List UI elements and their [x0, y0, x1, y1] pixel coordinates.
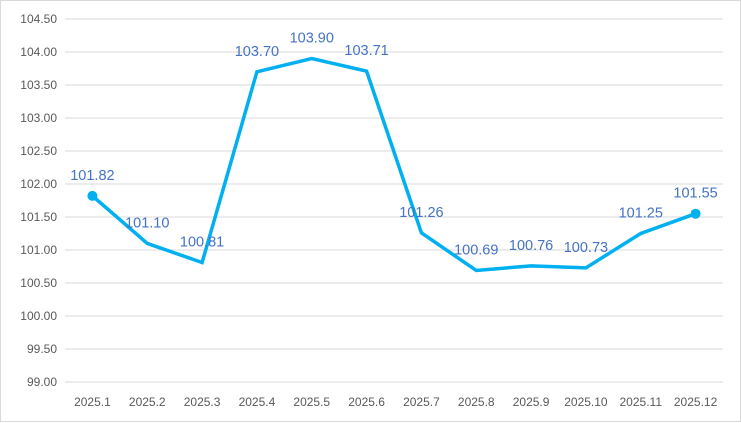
data-label: 100.81	[180, 235, 224, 251]
x-tick-label: 2025.3	[184, 395, 221, 409]
x-tick-label: 2025.6	[348, 395, 385, 409]
y-tick-label: 101.00	[20, 243, 57, 257]
data-label: 103.70	[235, 44, 279, 60]
x-tick-label: 2025.10	[564, 395, 608, 409]
y-tick-label: 101.50	[20, 210, 57, 224]
data-label: 101.55	[673, 186, 717, 202]
data-label: 100.73	[564, 240, 608, 256]
data-label: 103.90	[290, 31, 334, 47]
y-tick-label: 99.00	[27, 375, 57, 389]
x-tick-label: 2025.12	[674, 395, 718, 409]
data-point	[87, 190, 98, 201]
y-tick-label: 99.50	[27, 342, 57, 356]
x-tick-label: 2025.8	[458, 395, 495, 409]
x-tick-label: 2025.9	[513, 395, 550, 409]
series-line	[90, 56, 698, 273]
data-label: 101.10	[125, 215, 169, 231]
data-label: 100.76	[509, 238, 553, 254]
data-label: 101.82	[70, 168, 114, 184]
y-tick-label: 103.00	[20, 111, 57, 125]
data-point	[690, 208, 701, 219]
y-tick-label: 100.50	[20, 276, 57, 290]
y-tick-label: 104.00	[20, 45, 57, 59]
x-tick-label: 2025.11	[620, 395, 663, 409]
y-tick-label: 100.00	[20, 309, 57, 323]
data-label: 101.26	[399, 205, 443, 221]
y-tick-label: 103.50	[20, 78, 57, 92]
data-label: 103.71	[344, 43, 388, 59]
y-tick-label: 102.50	[20, 144, 57, 158]
x-tick-label: 2025.4	[239, 395, 276, 409]
x-tick-label: 2025.2	[129, 395, 166, 409]
x-tick-label: 2025.7	[403, 395, 440, 409]
y-tick-label: 102.00	[20, 177, 57, 191]
data-label: 101.25	[619, 206, 663, 222]
x-tick-label: 2025.1	[74, 395, 111, 409]
y-tick-label: 104.50	[20, 12, 57, 26]
x-tick-label: 2025.5	[293, 395, 330, 409]
data-label: 100.69	[454, 242, 498, 258]
